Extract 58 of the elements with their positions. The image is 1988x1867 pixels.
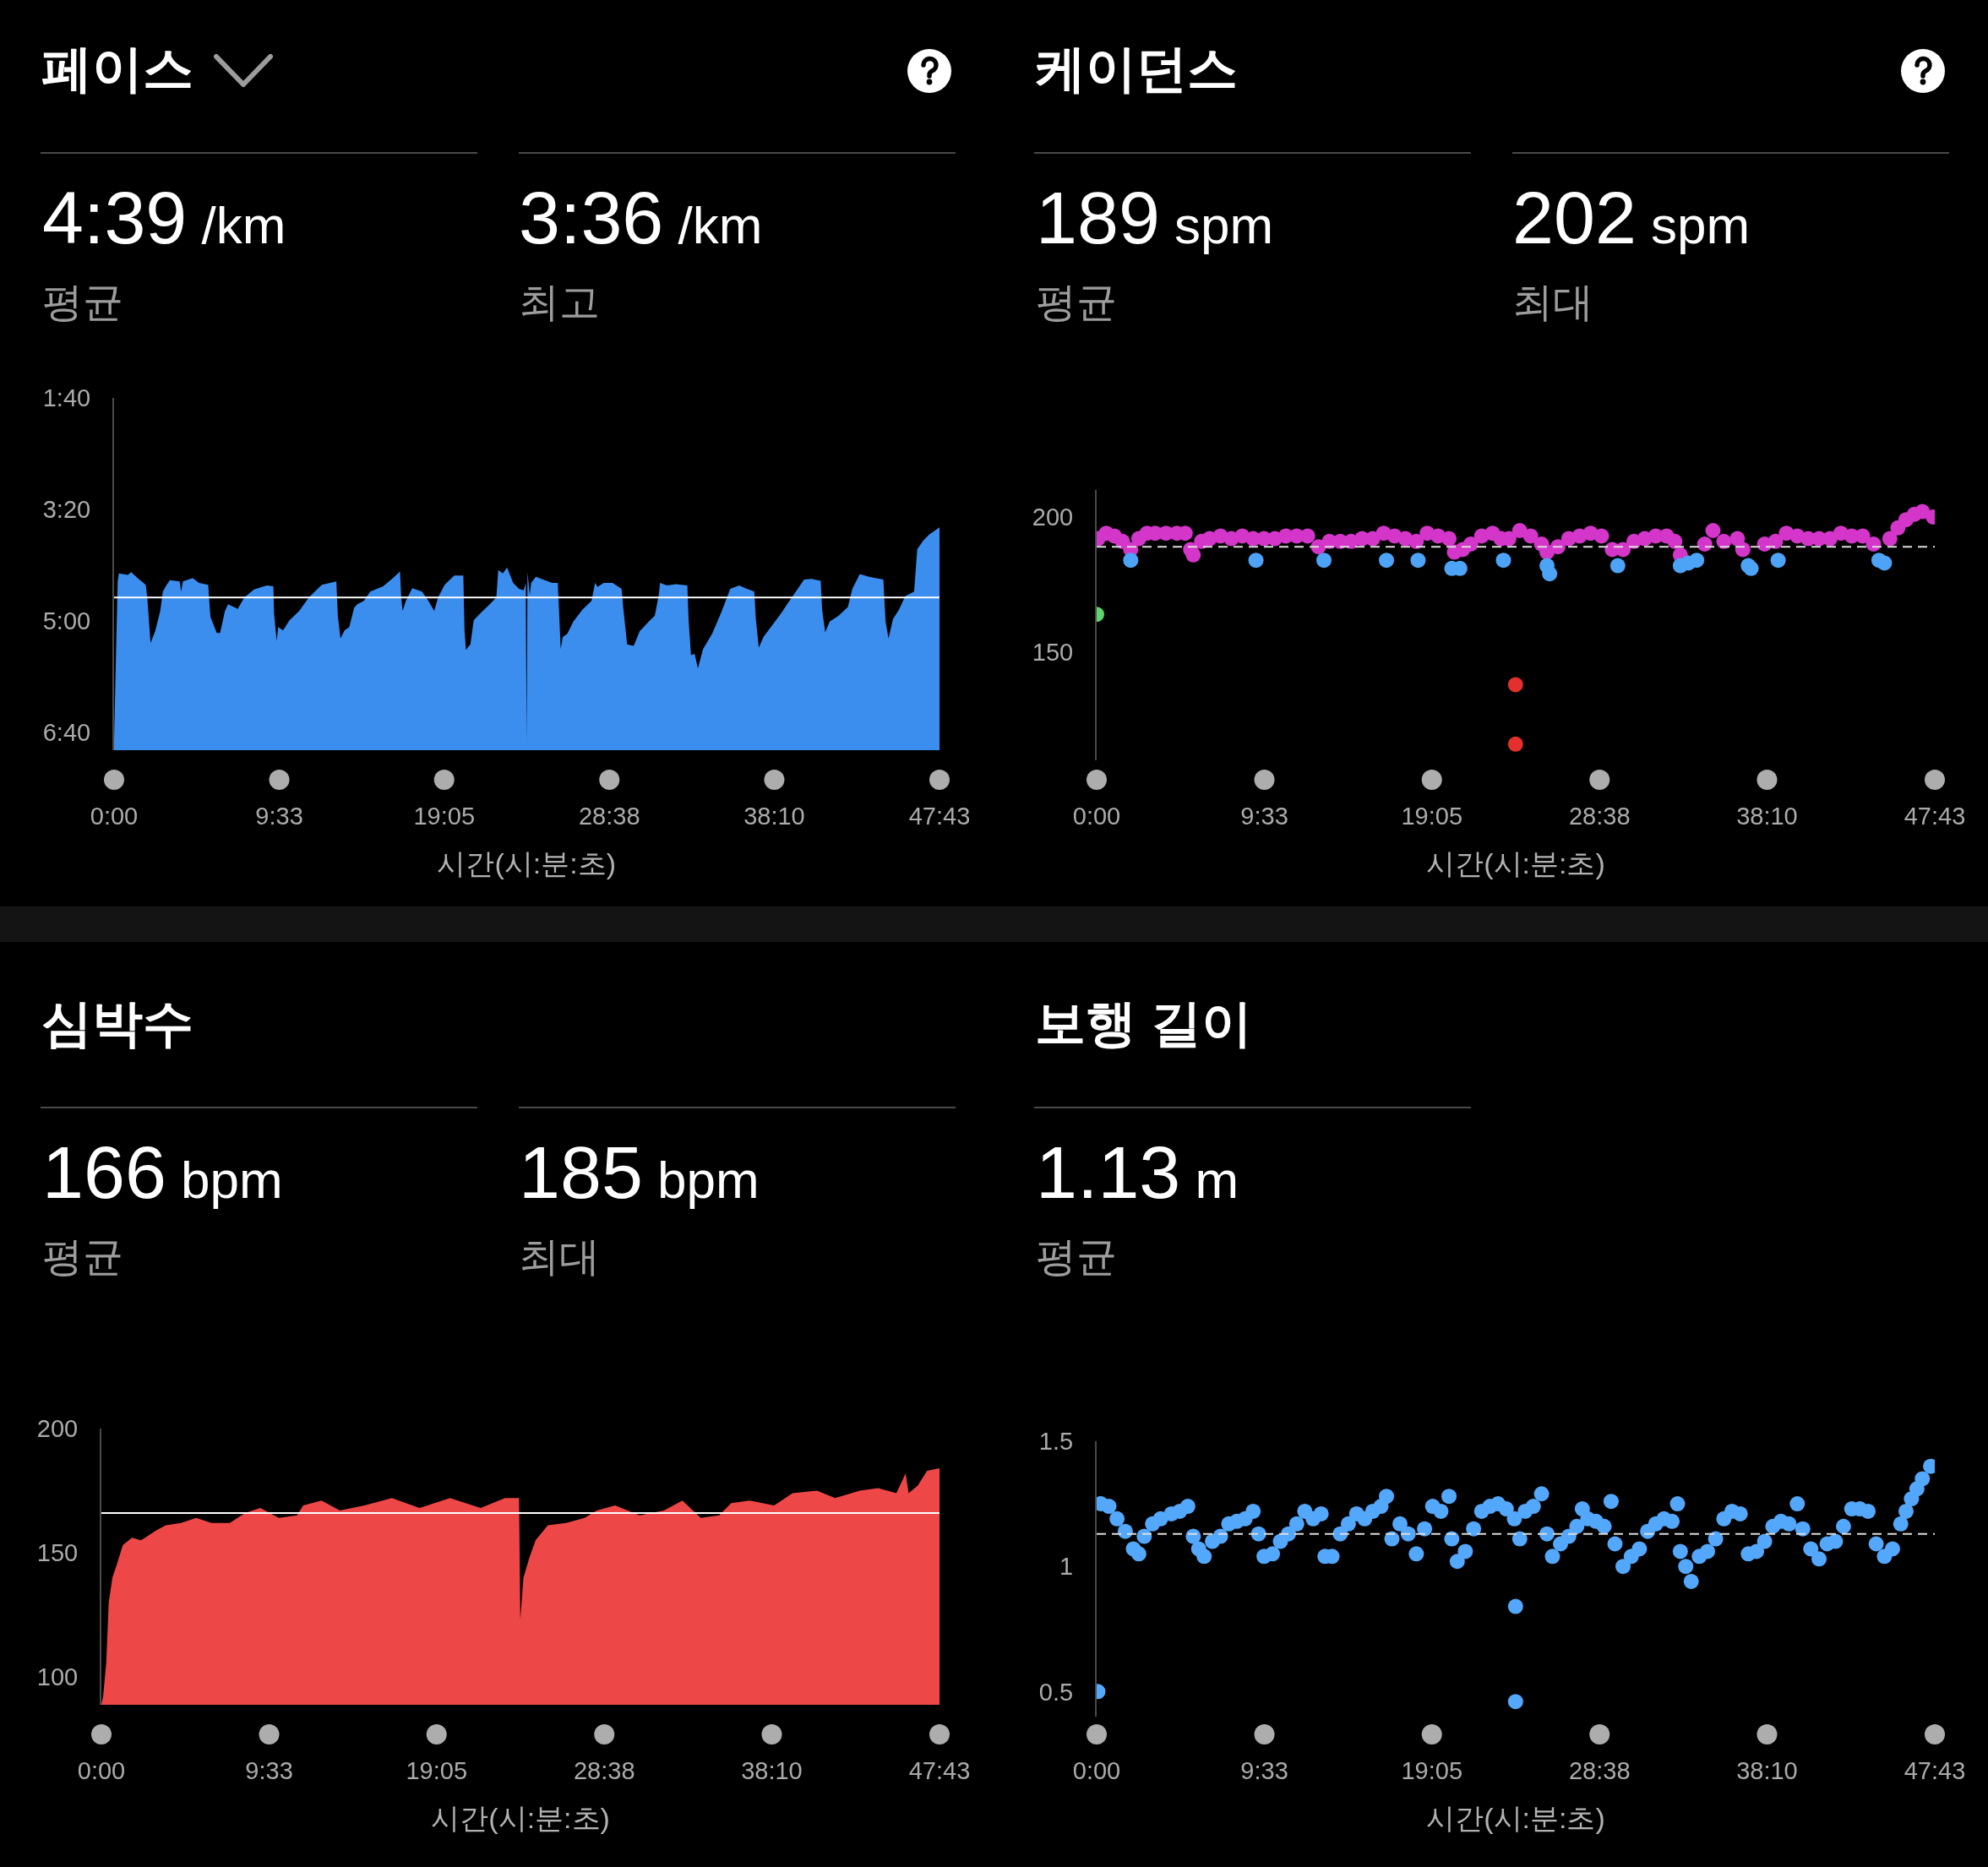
text: 평균 [1036, 1234, 1117, 1279]
text: 185 bpm [519, 1130, 760, 1214]
y-tick-label: 1:40 [42, 384, 91, 412]
x-tick-label: 47:43 [1904, 1757, 1966, 1784]
text: 최고 [519, 280, 600, 324]
chart-title: 심박수 [41, 995, 193, 1052]
x-axis-title: 시간(시:분:초) [436, 847, 617, 879]
x-axis-title: 시간(시:분:초) [430, 1802, 611, 1834]
x-tick-label: 19:05 [1401, 803, 1463, 830]
y-tick-label: 1.5 [1038, 1428, 1074, 1456]
x-tick-label: 0:00 [1072, 803, 1121, 830]
chart-title: 페이스 [41, 41, 193, 97]
x-tick-label: 28:38 [573, 1757, 635, 1784]
x-tick-label: 0:00 [90, 803, 139, 830]
chart-title: 케이던스 [1035, 41, 1238, 97]
text: 4:39 /km [42, 176, 286, 259]
x-tick-label: 0:00 [77, 1757, 126, 1784]
x-axis-title: 시간(시:분:초) [1425, 847, 1606, 879]
text: 평균 [42, 1234, 123, 1279]
text: 202 spm [1512, 176, 1751, 259]
text: 평균 [42, 280, 123, 324]
x-tick-label: 9:33 [1240, 803, 1288, 830]
x-tick-label: 19:05 [406, 1757, 468, 1784]
x-tick-label: 9:33 [1240, 1757, 1288, 1784]
x-tick-label: 19:05 [1401, 1757, 1463, 1784]
x-tick-label: 28:38 [578, 803, 640, 830]
text: 3:36 /km [519, 176, 763, 259]
x-tick-label: 19:05 [413, 803, 476, 830]
y-tick-label: 6:40 [42, 719, 91, 747]
y-tick-label: 200 [36, 1415, 79, 1443]
x-tick-label: 28:38 [1568, 1757, 1631, 1784]
x-tick-label: 9:33 [255, 803, 303, 830]
y-tick-label: 3:20 [42, 496, 91, 524]
x-tick-label: 28:38 [1568, 803, 1631, 830]
x-tick-label: 38:10 [741, 1757, 803, 1784]
x-tick-label: 38:10 [1736, 803, 1798, 830]
y-tick-label: 100 [36, 1663, 79, 1690]
text: 1.13 m [1036, 1130, 1239, 1214]
y-tick-label: 1 [1059, 1553, 1074, 1581]
x-tick-label: 38:10 [743, 803, 805, 830]
y-tick-label: 150 [36, 1539, 79, 1567]
x-axis-title: 시간(시:분:초) [1425, 1802, 1606, 1834]
x-tick-label: 38:10 [1736, 1757, 1798, 1784]
x-tick-label: 47:43 [908, 803, 971, 830]
x-tick-label: 47:43 [1904, 803, 1966, 830]
text: 평균 [1036, 280, 1117, 324]
y-tick-label: 0.5 [1038, 1678, 1074, 1706]
x-tick-label: 0:00 [1072, 1757, 1121, 1784]
text: 189 spm [1036, 176, 1274, 259]
x-tick-label: 9:33 [245, 1757, 293, 1784]
text: 166 bpm [42, 1130, 283, 1214]
y-tick-label: 5:00 [42, 607, 91, 635]
text: 최대 [1512, 280, 1593, 324]
x-tick-label: 47:43 [908, 1757, 971, 1784]
y-tick-label: 150 [1032, 639, 1074, 667]
chart-title: 보행 길이 [1035, 995, 1252, 1052]
y-tick-label: 200 [1032, 503, 1074, 531]
text: 최대 [519, 1234, 600, 1279]
